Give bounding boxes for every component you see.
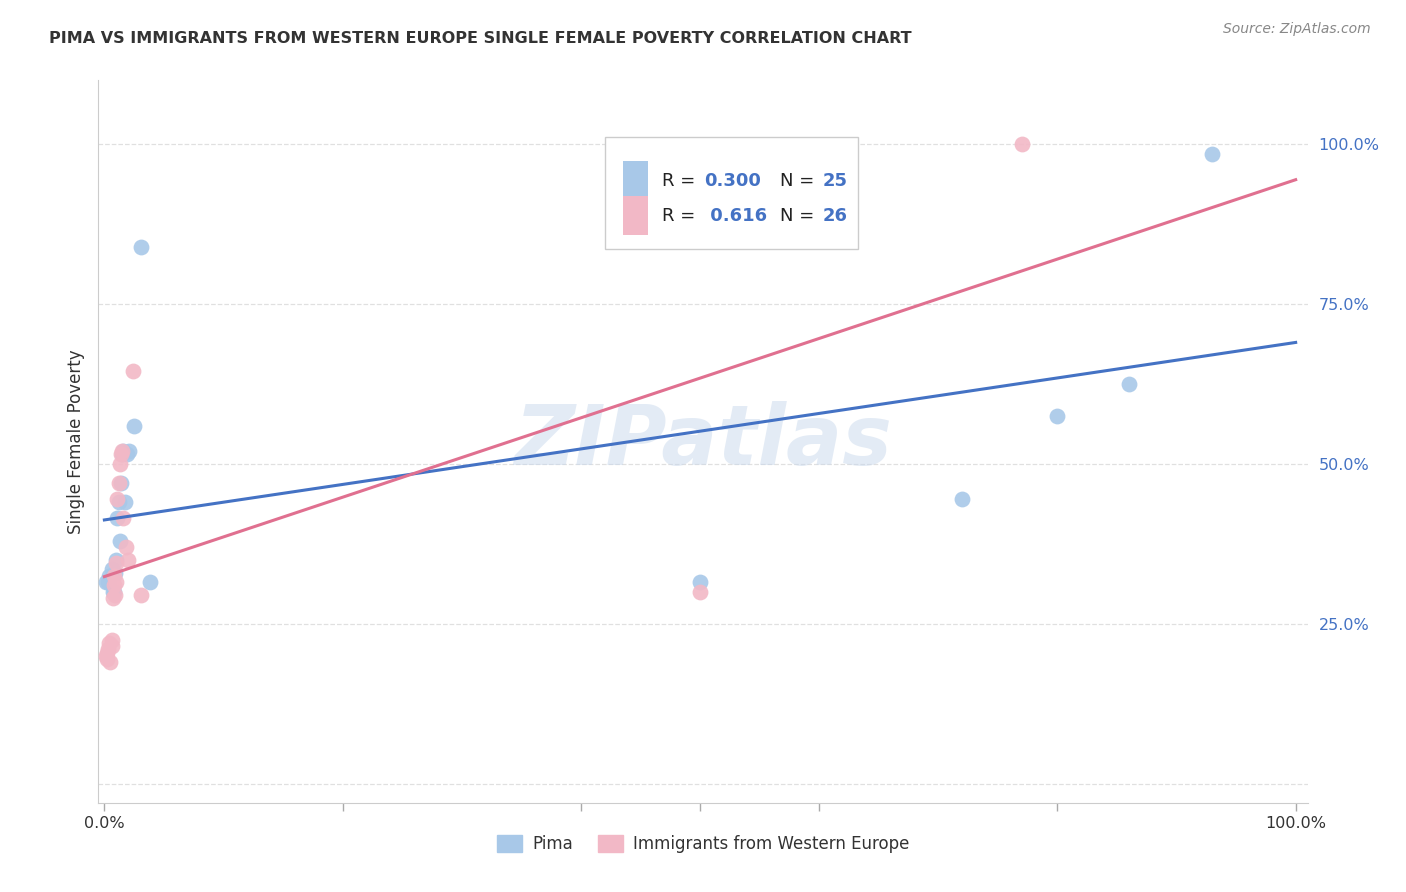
Text: 25: 25 bbox=[823, 171, 848, 189]
Point bbox=[107, 511, 129, 525]
Point bbox=[131, 588, 153, 602]
Point bbox=[94, 575, 117, 590]
Point bbox=[105, 575, 128, 590]
Point bbox=[96, 652, 118, 666]
Point bbox=[118, 444, 141, 458]
Point bbox=[1046, 409, 1069, 423]
Point bbox=[114, 540, 136, 554]
Text: Source: ZipAtlas.com: Source: ZipAtlas.com bbox=[1223, 22, 1371, 37]
Text: PIMA VS IMMIGRANTS FROM WESTERN EUROPE SINGLE FEMALE POVERTY CORRELATION CHART: PIMA VS IMMIGRANTS FROM WESTERN EUROPE S… bbox=[49, 31, 912, 46]
Text: N =: N = bbox=[780, 207, 820, 225]
Point bbox=[111, 447, 134, 461]
Point bbox=[108, 457, 131, 471]
Point bbox=[108, 533, 131, 548]
Point bbox=[100, 562, 122, 576]
Point bbox=[107, 476, 129, 491]
Point bbox=[105, 556, 128, 570]
Point bbox=[98, 636, 121, 650]
Text: 0.300: 0.300 bbox=[704, 171, 761, 189]
Point bbox=[111, 444, 134, 458]
Point bbox=[97, 642, 120, 657]
Point bbox=[950, 492, 973, 507]
Point bbox=[94, 648, 117, 663]
Point bbox=[115, 447, 138, 461]
Point bbox=[101, 591, 124, 606]
Point bbox=[138, 575, 160, 590]
Point bbox=[122, 364, 145, 378]
Point bbox=[107, 495, 129, 509]
Point bbox=[689, 575, 711, 590]
Point bbox=[101, 584, 124, 599]
Text: 26: 26 bbox=[823, 207, 848, 225]
Point bbox=[689, 584, 711, 599]
Point bbox=[131, 239, 153, 253]
Point bbox=[100, 632, 122, 647]
Point bbox=[1118, 376, 1140, 391]
Text: ZIPatlas: ZIPatlas bbox=[515, 401, 891, 482]
Point bbox=[112, 444, 135, 458]
Point bbox=[122, 418, 145, 433]
Point bbox=[98, 655, 121, 669]
Point bbox=[96, 646, 118, 660]
Text: 0.616: 0.616 bbox=[704, 207, 768, 225]
Point bbox=[100, 639, 122, 653]
Point bbox=[104, 588, 127, 602]
Y-axis label: Single Female Poverty: Single Female Poverty bbox=[66, 350, 84, 533]
Point bbox=[1201, 146, 1223, 161]
Text: N =: N = bbox=[780, 171, 820, 189]
Point bbox=[1011, 137, 1033, 152]
Point bbox=[103, 578, 125, 592]
Point bbox=[97, 575, 120, 590]
Point bbox=[103, 569, 125, 583]
Point bbox=[117, 553, 139, 567]
Point bbox=[98, 569, 121, 583]
Point bbox=[112, 511, 135, 525]
Text: R =: R = bbox=[662, 207, 702, 225]
Point bbox=[114, 495, 136, 509]
Point bbox=[104, 566, 127, 580]
Point bbox=[103, 584, 125, 599]
Point bbox=[110, 476, 132, 491]
Legend: Pima, Immigrants from Western Europe: Pima, Immigrants from Western Europe bbox=[491, 828, 915, 860]
Point bbox=[107, 492, 129, 507]
Point bbox=[110, 447, 132, 461]
Point bbox=[105, 553, 128, 567]
Text: R =: R = bbox=[662, 171, 702, 189]
